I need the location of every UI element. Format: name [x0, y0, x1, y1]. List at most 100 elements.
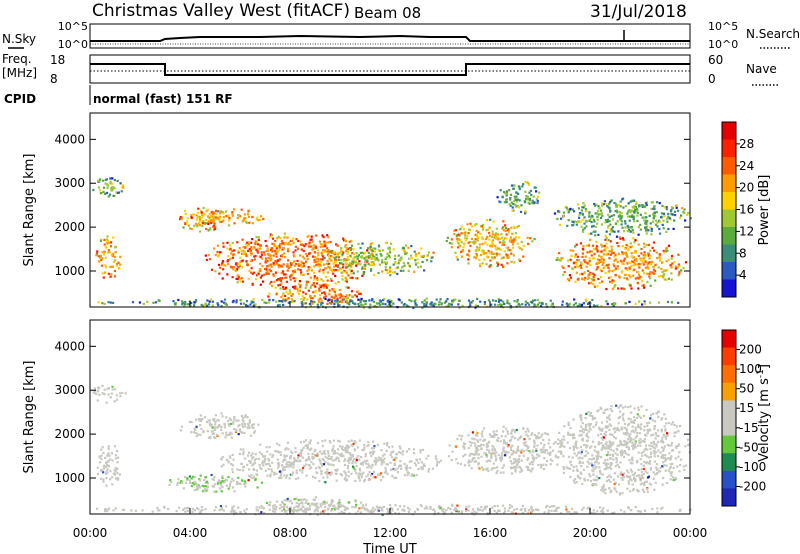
heatmap-cell [659, 466, 662, 469]
heatmap-cell [589, 250, 592, 253]
heatmap-cell [360, 303, 363, 306]
heatmap-cell [622, 287, 625, 290]
heatmap-cell [415, 464, 418, 467]
heatmap-cell [363, 264, 366, 267]
heatmap-cell [639, 479, 642, 482]
heatmap-cell [106, 186, 109, 189]
heatmap-cell [594, 478, 597, 481]
heatmap-cell [607, 463, 610, 466]
heatmap-cell [625, 445, 628, 448]
heatmap-cell [474, 238, 477, 241]
heatmap-cell [579, 477, 582, 480]
heatmap-cell [200, 427, 203, 430]
heatmap-cell [93, 389, 96, 392]
heatmap-cell [631, 245, 634, 248]
heatmap-cell [613, 268, 616, 272]
heatmap-cell [580, 417, 583, 420]
heatmap-cell [282, 252, 286, 255]
heatmap-cell [612, 251, 615, 255]
heatmap-cell [303, 296, 306, 299]
heatmap-cell [568, 467, 572, 470]
heatmap-cell [243, 251, 247, 254]
heatmap-cell [611, 281, 614, 284]
heatmap-cell [384, 241, 387, 244]
heatmap-cell [217, 424, 220, 427]
heatmap-cell [527, 242, 530, 245]
heatmap-cell [466, 253, 469, 256]
heatmap-cell [290, 301, 293, 304]
heatmap-cell [225, 484, 228, 487]
heatmap-cell [214, 253, 217, 256]
heatmap-cell [611, 453, 614, 456]
heatmap-cell [251, 477, 254, 480]
heatmap-cell [301, 469, 304, 472]
heatmap-cell [602, 462, 605, 465]
heatmap-cell [295, 497, 298, 500]
heatmap-cell [616, 428, 619, 431]
heatmap-cell [266, 259, 269, 263]
heatmap-cell [285, 276, 288, 279]
heatmap-cell [245, 220, 248, 224]
heatmap-cell [231, 508, 234, 511]
heatmap-cell [655, 443, 658, 446]
heatmap-cell [201, 222, 204, 225]
heatmap-cell [419, 449, 422, 452]
heatmap-cell [470, 237, 473, 241]
heatmap-cell [495, 451, 498, 454]
heatmap-cell [657, 301, 661, 304]
heatmap-cell [486, 243, 489, 246]
heatmap-cell [650, 451, 653, 454]
heatmap-cell [209, 228, 212, 231]
heatmap-cell [393, 476, 396, 479]
heatmap-cell [452, 299, 455, 302]
heatmap-cell [299, 286, 302, 289]
heatmap-cell [357, 472, 361, 475]
heatmap-cell [493, 448, 496, 451]
heatmap-cell [640, 428, 643, 431]
heatmap-cell [269, 236, 272, 239]
heatmap-cell [305, 260, 308, 263]
heatmap-cell [340, 262, 343, 265]
heatmap-cell [596, 248, 599, 251]
heatmap-cell [243, 457, 247, 460]
heatmap-cell [244, 415, 247, 418]
heatmap-cell [246, 244, 249, 247]
heatmap-cell [174, 303, 177, 306]
heatmap-cell [220, 428, 223, 431]
heatmap-cell [559, 440, 562, 443]
heatmap-cell [198, 486, 201, 489]
heatmap-cell [401, 248, 404, 251]
heatmap-cell [641, 284, 644, 287]
heatmap-cell [193, 509, 196, 512]
heatmap-cell [507, 256, 510, 259]
heatmap-cell [251, 247, 254, 250]
heatmap-cell [602, 511, 605, 514]
heatmap-cell [179, 429, 183, 432]
heatmap-cell [372, 247, 375, 250]
heatmap-cell [302, 466, 305, 470]
heatmap-cell [502, 243, 505, 246]
heatmap-cell [375, 458, 378, 461]
heatmap-cell [344, 300, 347, 303]
heatmap-cell [277, 266, 280, 269]
heatmap-cell [124, 392, 127, 395]
heatmap-cell [241, 419, 244, 422]
heatmap-cell [277, 235, 280, 238]
heatmap-cell [237, 476, 240, 479]
heatmap-cell [208, 258, 212, 261]
heatmap-cell [349, 247, 353, 250]
heatmap-cell [104, 465, 108, 468]
heatmap-cell [587, 269, 590, 273]
heatmap-cell [385, 444, 389, 447]
heatmap-cell [384, 263, 388, 266]
heatmap-cell [539, 442, 543, 445]
heatmap-cell [619, 205, 622, 208]
heatmap-cell [535, 198, 538, 201]
heatmap-cell [631, 206, 634, 209]
heatmap-cell [197, 223, 200, 226]
heatmap-cell [535, 436, 538, 439]
heatmap-cell [518, 437, 521, 440]
heatmap-cell [639, 275, 642, 278]
heatmap-cell [289, 473, 292, 476]
heatmap-cell [581, 230, 584, 233]
